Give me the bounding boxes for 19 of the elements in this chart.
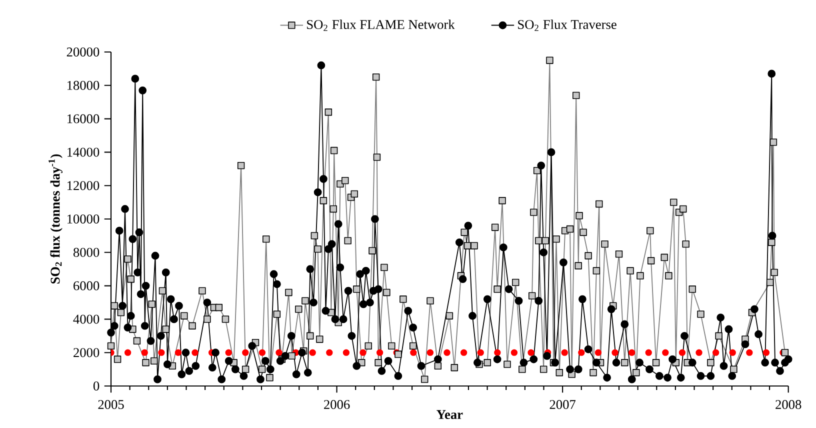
y-tick-label: 2000 — [74, 348, 100, 358]
y-tick-label: 6000 — [74, 281, 100, 290]
x-axis-title: Year — [436, 410, 463, 420]
y-tick-label: 12000 — [67, 181, 100, 190]
x-tick-label: 2008 — [776, 400, 802, 410]
y-tick-label: 8000 — [73, 248, 100, 257]
legend-label: SO$_{2}$ Flux Traverse — [518, 20, 616, 31]
y-tick-label: 16000 — [67, 114, 100, 124]
y-tick-label: 10000 — [67, 214, 100, 224]
y-tick-label: 14000 — [67, 148, 100, 157]
y-tick-label: 4000 — [73, 314, 100, 324]
y-axis-title: SO$_{2}$ flux (tonnes day$^{-1}$) — [48, 154, 62, 284]
legend-label: SO$_{2}$ Flux FLAME Network — [307, 20, 455, 31]
y-tick-label: 18000 — [67, 80, 100, 90]
y-tick-label: 20000 — [66, 48, 100, 56]
x-tick-label: 2005 — [98, 400, 124, 410]
x-tick-label: 2007 — [550, 400, 576, 410]
x-tick-label: 2006 — [324, 400, 350, 410]
y-tick-label: 0 — [93, 382, 100, 390]
